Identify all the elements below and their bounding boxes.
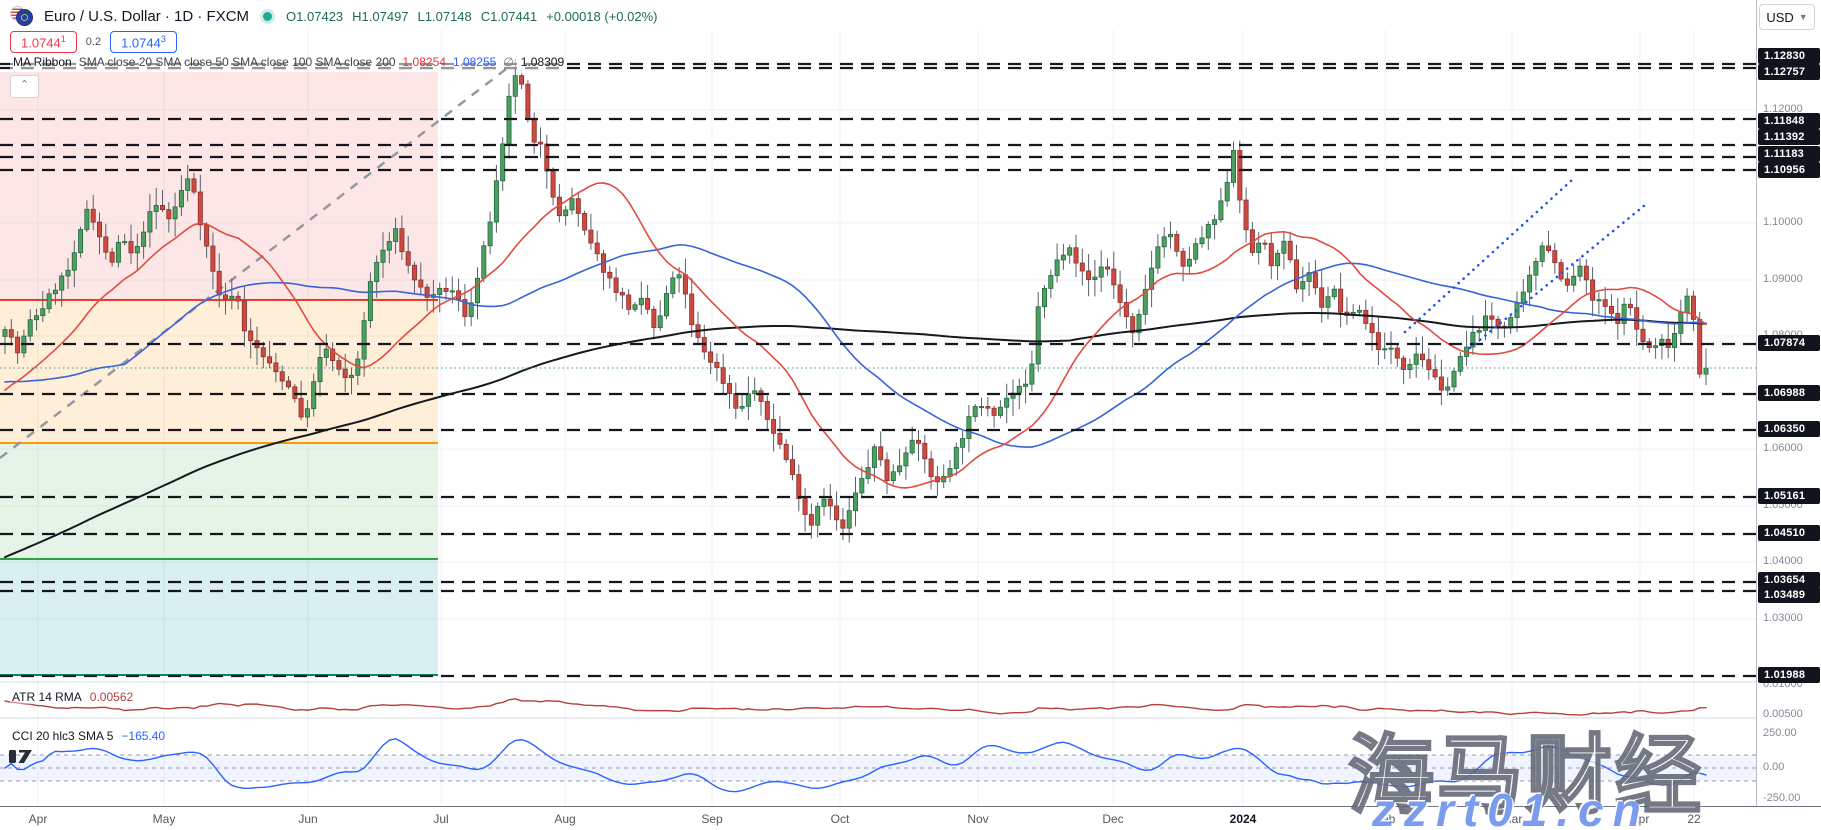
axis-tick-label: 1.03000 xyxy=(1763,612,1803,624)
axis-tick-label: 1.06000 xyxy=(1763,442,1803,454)
month-label: Jul xyxy=(433,812,449,826)
sell-button[interactable]: 1.07441 xyxy=(10,31,77,54)
bid-ask-row: 1.07441 0.2 1.07443 xyxy=(10,31,177,54)
chevron-down-icon: ▼ xyxy=(1798,12,1808,22)
ma-ribbon-legend[interactable]: MA Ribbon SMA close 20 SMA close 50 SMA … xyxy=(10,55,568,69)
buy-button[interactable]: 1.07443 xyxy=(110,31,177,54)
level-price-badge: 1.07874 xyxy=(1758,335,1820,351)
level-price-badge: 1.04510 xyxy=(1758,525,1820,541)
level-price-badge: 1.10956 xyxy=(1758,162,1820,178)
month-label: Dec xyxy=(1102,812,1124,826)
level-price-badge: 1.05161 xyxy=(1758,488,1820,504)
level-price-badge: 1.11183 xyxy=(1758,146,1820,162)
month-label: Sep xyxy=(701,812,723,826)
indicator-params: SMA close 20 SMA close 50 SMA close 100 … xyxy=(78,55,396,69)
chevron-up-icon: ⌃ xyxy=(19,79,30,91)
level-price-badge: 1.11848 xyxy=(1758,113,1820,129)
axis-tick-label: 0.00500 xyxy=(1763,708,1803,720)
price-axis[interactable]: 1.120001.100001.090001.080001.060001.050… xyxy=(1756,0,1821,830)
axis-tick-label: 1.12000 xyxy=(1763,103,1803,115)
month-label: 2024 xyxy=(1229,812,1257,826)
cci-value: −165.40 xyxy=(121,729,166,743)
month-label: May xyxy=(152,812,176,826)
collapse-pane-button[interactable]: ⌃ xyxy=(10,75,39,98)
axis-tick-label: 250.00 xyxy=(1763,727,1797,739)
indicator-title: MA Ribbon xyxy=(13,55,72,69)
axis-tick-label: 1.10000 xyxy=(1763,216,1803,228)
currency-label: USD xyxy=(1766,9,1794,25)
buy-sup: 3 xyxy=(160,34,166,44)
month-label: Feb xyxy=(1374,812,1396,826)
level-price-badge: 1.12830 xyxy=(1758,48,1820,64)
eurusd-pair-icon xyxy=(10,6,36,26)
month-label: 22 xyxy=(1687,812,1701,826)
level-price-badge: 1.06988 xyxy=(1758,385,1820,401)
month-label: Apr xyxy=(1630,812,1650,826)
atr-legend[interactable]: ATR 14 RMA 0.00562 xyxy=(10,690,136,704)
month-label: Nov xyxy=(967,812,989,826)
level-price-badge: 1.06350 xyxy=(1758,421,1820,437)
level-price-badge: 1.12757 xyxy=(1758,64,1820,80)
market-open-dot-icon[interactable] xyxy=(263,11,273,21)
spread-value: 0.2 xyxy=(85,36,102,49)
cci-legend[interactable]: CCI 20 hlc3 SMA 5 −165.40 xyxy=(10,729,168,743)
currency-toggle-button[interactable]: USD ▼ xyxy=(1759,4,1815,30)
month-label: Apr xyxy=(28,812,48,826)
sell-sup: 1 xyxy=(60,34,66,44)
level-price-badge: 1.01988 xyxy=(1758,667,1820,683)
month-label: Aug xyxy=(554,812,576,826)
high-value: H1.07497 xyxy=(352,8,409,24)
ohlc-values: O1.07423 H1.07497 L1.07148 C1.07441 +0.0… xyxy=(286,9,657,24)
change-value: +0.00018 (+0.02%) xyxy=(546,8,658,24)
level-price-badge: 1.03654 xyxy=(1758,572,1820,588)
month-label: Jun xyxy=(298,812,318,826)
level-price-badge: 1.11392 xyxy=(1758,129,1820,145)
axis-tick-label: 0.00 xyxy=(1763,761,1785,773)
sma200-value: 1.08309 xyxy=(520,55,565,69)
sma100-value: ∅ xyxy=(503,55,514,69)
sma50-value: 1.08255 xyxy=(452,55,497,69)
symbol-title[interactable]: Euro / U.S. Dollar · 1D · FXCM xyxy=(44,7,250,25)
atr-value: 0.00562 xyxy=(89,690,134,704)
axis-tick-label: 1.09000 xyxy=(1763,273,1803,285)
symbol-header: Euro / U.S. Dollar · 1D · FXCM O1.07423 … xyxy=(10,5,657,27)
low-value: L1.07148 xyxy=(417,8,472,24)
atr-title: ATR 14 RMA xyxy=(12,690,82,704)
axis-tick-label: -250.00 xyxy=(1763,792,1801,804)
cci-title: CCI 20 hlc3 SMA 5 xyxy=(12,729,114,743)
time-axis[interactable]: Apr May Jun Jul Aug Sep Oct Nov Dec 2024 Feb Mar Apr… xyxy=(0,806,1821,830)
level-price-badge: 1.03489 xyxy=(1758,587,1820,603)
open-value: O1.07423 xyxy=(286,8,344,24)
month-label: Mar xyxy=(1501,812,1523,826)
axis-tick-label: 1.04000 xyxy=(1763,555,1803,567)
month-label: Oct xyxy=(830,812,850,826)
sma20-value: 1.08254 xyxy=(402,55,446,69)
close-value: C1.07441 xyxy=(480,8,538,24)
